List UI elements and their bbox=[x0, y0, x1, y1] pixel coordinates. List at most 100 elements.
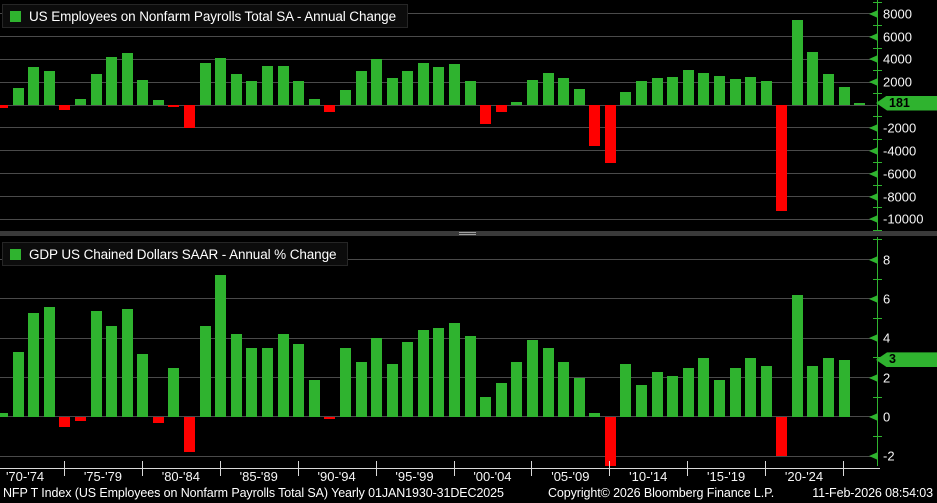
gridline-8000 bbox=[0, 13, 877, 15]
bar-1991 bbox=[324, 105, 336, 112]
gridline--10000 bbox=[0, 218, 877, 220]
y-tick-arrow bbox=[869, 146, 878, 155]
x-axis-baseline bbox=[0, 468, 880, 469]
bar-2001 bbox=[480, 397, 492, 417]
y-tick-minor bbox=[873, 116, 882, 117]
payrolls-legend-swatch-icon bbox=[10, 10, 21, 22]
y-tick-label: 4 bbox=[883, 330, 891, 346]
bar-1971 bbox=[12, 87, 24, 105]
footer-bar: NFP T Index (US Employees on Nonfarm Pay… bbox=[0, 484, 937, 503]
bar-2007 bbox=[573, 377, 585, 417]
y-tick-arrow bbox=[869, 334, 878, 343]
y-tick-arrow bbox=[869, 9, 878, 18]
payrolls-plot-area[interactable] bbox=[0, 0, 877, 233]
bar-2006 bbox=[558, 78, 570, 105]
y-tick-label: 0 bbox=[883, 409, 891, 425]
bar-1986 bbox=[246, 80, 258, 106]
gridline-4000 bbox=[0, 58, 877, 60]
panel-splitter[interactable] bbox=[0, 231, 937, 236]
last-value-tag: 3 bbox=[876, 352, 937, 368]
y-tick-label: -8000 bbox=[883, 189, 917, 204]
x-axis-label: '70-'74 bbox=[5, 469, 45, 484]
x-axis-label: '20-'24 bbox=[784, 469, 824, 484]
bar-1977 bbox=[106, 326, 118, 417]
bar-1984 bbox=[215, 58, 227, 106]
y-tick-label: 2000 bbox=[883, 74, 912, 90]
bar-1973 bbox=[43, 306, 55, 417]
x-axis-strip[interactable]: '70-'74 '75-'79 '80-'84 '85-'89 '90-'94 '95-'… bbox=[0, 461, 937, 484]
y-tick-arrow bbox=[869, 215, 878, 224]
bar-1978 bbox=[121, 308, 133, 417]
bar-1981 bbox=[168, 367, 180, 417]
bar-1996 bbox=[402, 342, 414, 417]
x-axis-divider bbox=[609, 461, 611, 476]
bar-2005 bbox=[542, 348, 554, 417]
gdp-plot-area[interactable] bbox=[0, 237, 877, 466]
bar-2020 bbox=[776, 105, 788, 212]
x-axis-divider bbox=[687, 461, 689, 476]
bar-1993 bbox=[355, 361, 367, 417]
payrolls-panel: US Employees on Nonfarm Payrolls Total S… bbox=[0, 0, 937, 233]
x-axis-label: '85-'89 bbox=[239, 469, 278, 484]
bar-1981 bbox=[168, 105, 180, 108]
bar-2021 bbox=[791, 20, 803, 106]
bar-2010 bbox=[620, 363, 632, 417]
splitter-grip-icon bbox=[459, 232, 476, 233]
last-value-text: 181 bbox=[889, 95, 910, 110]
y-tick-arrow bbox=[869, 452, 878, 461]
bar-2013 bbox=[667, 76, 679, 106]
bar-1990 bbox=[308, 379, 320, 417]
y-tick-minor bbox=[873, 24, 882, 26]
y-tick-arrow bbox=[869, 32, 878, 41]
bar-1976 bbox=[90, 310, 102, 417]
gdp-panel: GDP US Chained Dollars SAAR - Annual % C… bbox=[0, 237, 937, 466]
gridline--8000 bbox=[0, 196, 877, 197]
y-tick-minor bbox=[873, 357, 882, 359]
bar-1971 bbox=[12, 352, 24, 417]
y-tick-arrow bbox=[869, 123, 878, 132]
bar-2008 bbox=[589, 105, 601, 146]
bar-1985 bbox=[230, 74, 242, 105]
gridline-8 bbox=[0, 259, 877, 261]
footer-series-description: NFP T Index (US Employees on Nonfarm Pay… bbox=[3, 486, 504, 500]
x-axis-divider bbox=[219, 461, 221, 476]
x-axis-divider bbox=[843, 461, 844, 476]
bar-1992 bbox=[339, 348, 351, 417]
bar-1972 bbox=[28, 66, 40, 106]
bar-2009 bbox=[604, 416, 616, 466]
x-axis-divider bbox=[375, 461, 377, 476]
bar-2012 bbox=[651, 371, 663, 417]
bar-1993 bbox=[355, 70, 367, 106]
bar-1980 bbox=[152, 416, 164, 423]
y-tick-minor bbox=[873, 436, 882, 437]
x-axis-divider bbox=[297, 461, 299, 476]
bar-1997 bbox=[417, 63, 429, 106]
bar-1974 bbox=[59, 416, 71, 427]
y-tick-label: -4000 bbox=[883, 143, 917, 159]
x-axis-label: '10-'14 bbox=[629, 469, 668, 484]
y-tick-minor bbox=[873, 318, 882, 320]
splitter-grip-icon bbox=[459, 234, 476, 235]
last-value-text: 3 bbox=[889, 352, 896, 367]
bar-1983 bbox=[199, 63, 211, 106]
bar-1998 bbox=[433, 328, 445, 417]
bar-1992 bbox=[339, 90, 351, 105]
gdp-y-axis bbox=[877, 237, 878, 466]
bar-2008 bbox=[589, 412, 601, 417]
gridline-0 bbox=[0, 416, 877, 418]
bar-2002 bbox=[495, 383, 507, 417]
bar-1986 bbox=[246, 348, 258, 417]
bar-2004 bbox=[526, 340, 538, 417]
bar-1995 bbox=[386, 77, 398, 106]
gdp-legend[interactable]: GDP US Chained Dollars SAAR - Annual % C… bbox=[2, 242, 349, 266]
y-tick-arrow bbox=[869, 169, 878, 178]
bar-2017 bbox=[729, 367, 741, 417]
bar-1976 bbox=[90, 74, 102, 105]
y-tick-minor bbox=[873, 138, 882, 140]
bar-2018 bbox=[745, 357, 757, 417]
bar-2021 bbox=[791, 295, 803, 417]
payrolls-legend[interactable]: US Employees on Nonfarm Payrolls Total S… bbox=[2, 4, 409, 28]
gridline--2000 bbox=[0, 127, 877, 129]
bar-1996 bbox=[402, 70, 414, 106]
y-tick-arrow bbox=[869, 294, 878, 303]
